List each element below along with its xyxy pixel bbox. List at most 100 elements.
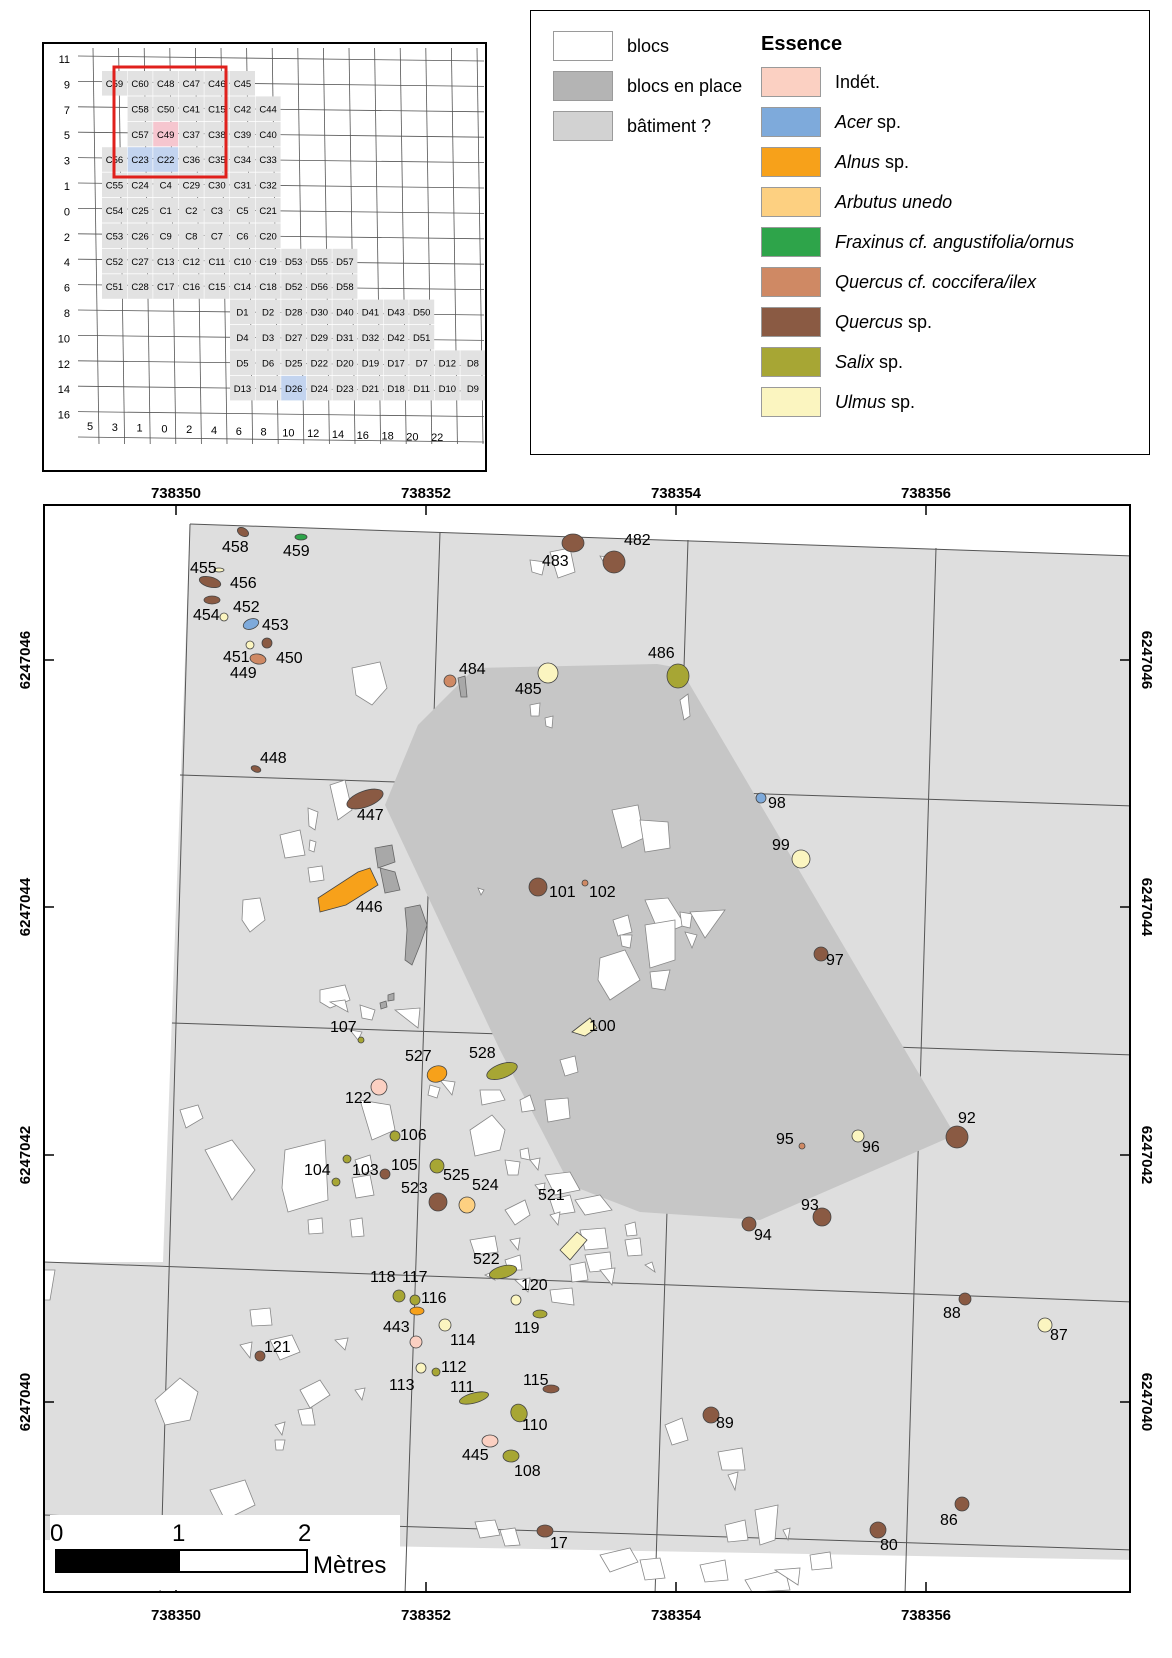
inset-cell	[153, 248, 179, 274]
inset-cell	[178, 274, 204, 299]
inset-cell	[255, 172, 281, 198]
legend-label: blocs	[627, 35, 670, 56]
x-tick-label: 738354	[651, 1607, 702, 1624]
sample-105	[379, 1168, 391, 1180]
y-tick-label: 6247040	[17, 1373, 34, 1431]
inset-y-label: 14	[58, 384, 70, 396]
inset-cell-label: D31	[336, 333, 353, 344]
inset-cell-label: C8	[185, 231, 197, 242]
sample-95	[798, 1142, 806, 1150]
sample-450	[261, 637, 273, 649]
sample-453	[242, 618, 260, 630]
sample-label: 88	[943, 1305, 961, 1322]
inset-cell-label: C37	[183, 130, 200, 141]
inset-y-label: 3	[64, 156, 70, 168]
inset-cell-label: D43	[387, 308, 404, 319]
sample-label: 117	[402, 1269, 428, 1286]
inset-cell	[306, 299, 332, 325]
sample-120	[510, 1294, 522, 1306]
sample-label: 525	[443, 1167, 470, 1184]
inset-cell-label: C5	[236, 206, 248, 217]
inset-cell-label: C34	[234, 155, 251, 166]
inset-cell	[230, 121, 255, 147]
inset-cell	[358, 375, 383, 401]
sample-104	[331, 1177, 341, 1187]
essence-swatch	[761, 347, 821, 377]
sample-86	[954, 1496, 970, 1512]
sample-label: 485	[515, 681, 542, 698]
inset-cell	[153, 147, 179, 172]
inset-cell	[230, 325, 255, 350]
inset-cell	[281, 299, 307, 325]
inset-selection-frame	[112, 65, 228, 179]
inset-cell	[409, 375, 435, 401]
inset-cell-label: D40	[336, 308, 353, 319]
inset-cell	[281, 350, 307, 375]
sample-100	[571, 1017, 598, 1037]
inset-x-label: 2	[186, 424, 192, 436]
sample-label: 459	[283, 543, 310, 560]
inset-cell-label: D5	[236, 358, 248, 369]
sample-label: 523	[401, 1180, 428, 1197]
inset-cell-label: D17	[387, 358, 404, 369]
inset-cell	[178, 71, 204, 96]
inset-cell-label: D14	[259, 384, 276, 395]
sample-117	[409, 1294, 421, 1306]
scale-label-0: 0	[50, 1520, 63, 1547]
inset-cell	[255, 198, 281, 223]
inset-cell	[127, 198, 153, 223]
sample-525	[429, 1158, 445, 1174]
sample-label: 96	[862, 1139, 880, 1156]
inset-x-label: 16	[357, 430, 369, 442]
essence-genus: Quercus cf. coccifera/ilex	[835, 271, 1037, 292]
inset-cell	[153, 96, 179, 121]
inset-cell	[255, 325, 281, 350]
sample-483	[561, 533, 585, 553]
inset-x-label: 8	[261, 427, 267, 439]
sample-label: 114	[450, 1332, 476, 1349]
sample-92	[945, 1125, 969, 1149]
inset-cell-label: C31	[234, 181, 251, 192]
sample-label: 454	[193, 607, 220, 624]
essence-suffix: Indét.	[835, 71, 881, 92]
sample-482	[602, 550, 626, 574]
inset-x-label: 5	[87, 421, 93, 433]
inset-cell-label: C36	[183, 155, 200, 166]
sample-label: 107	[330, 1019, 357, 1036]
blocks-in-place-layer	[374, 675, 468, 1010]
inset-cell	[281, 325, 307, 350]
essence-item: Alnus sp.	[761, 147, 909, 177]
inset-y-label: 6	[64, 283, 70, 295]
sample-label: 486	[648, 645, 675, 662]
inset-cell	[255, 274, 281, 299]
sample-label: 89	[716, 1415, 734, 1432]
essence-swatch	[761, 387, 821, 417]
essence-suffix: sp.	[903, 311, 933, 332]
legend-item: blocs en place	[553, 71, 742, 101]
inset-cell-label: D1	[236, 308, 248, 319]
sample-448	[250, 765, 262, 773]
inset-y-label: 7	[64, 105, 70, 117]
sample-label: 456	[230, 575, 257, 592]
sample-label: 17	[550, 1535, 568, 1552]
inset-cell-label: C55	[106, 181, 123, 192]
inset-cell-label: C60	[131, 79, 148, 90]
sample-label: 452	[233, 599, 260, 616]
inset-cell-label: D21	[362, 384, 379, 395]
inset-cell	[306, 248, 332, 274]
y-tick-label: 6247044	[1138, 878, 1155, 937]
inset-cell	[383, 375, 409, 401]
inset-cell-label: D6	[262, 358, 274, 369]
sample-445	[481, 1434, 499, 1448]
inset-cell	[332, 248, 358, 274]
inset-cell-label: C30	[208, 181, 225, 192]
sample-label: 99	[772, 837, 790, 854]
inset-cell-label: C29	[183, 181, 200, 192]
inset-cell	[306, 274, 332, 299]
sample-label: 527	[405, 1048, 432, 1065]
essence-swatch	[761, 307, 821, 337]
sample-label: 113	[389, 1377, 415, 1394]
map-frame	[43, 504, 1131, 1593]
sample-106	[389, 1130, 401, 1142]
sample-label: 116	[421, 1290, 447, 1307]
